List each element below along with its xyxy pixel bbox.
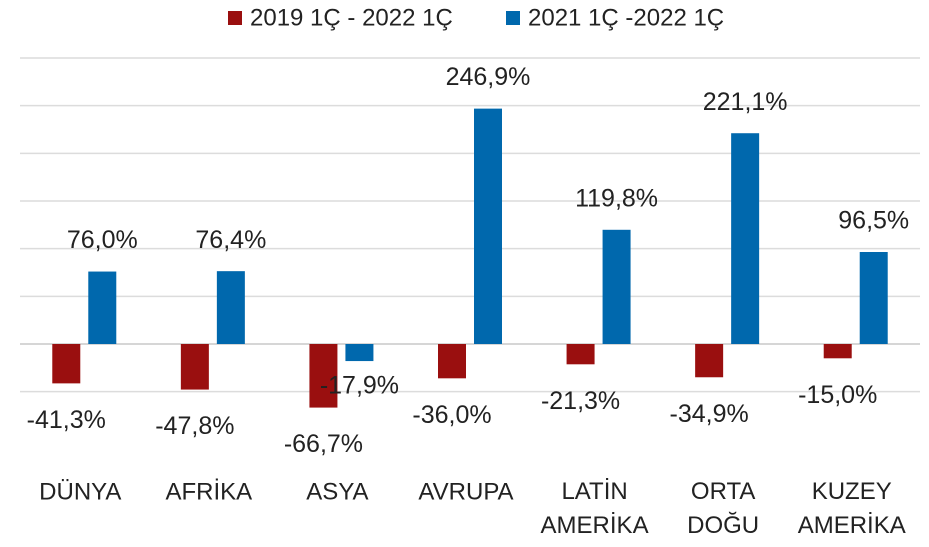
bar (309, 344, 338, 408)
bar (859, 252, 888, 344)
bar (52, 344, 81, 384)
legend-swatch (506, 11, 520, 25)
x-tick-label: LATİN AMERİKA (541, 478, 649, 539)
value-label: -15,0% (798, 381, 877, 409)
bar (438, 344, 466, 379)
bar (602, 229, 631, 344)
value-label: -34,9% (670, 400, 749, 428)
legend-label: 2019 1Ç - 2022 1Ç (250, 4, 453, 31)
legend-label: 2021 1Ç -2022 1Ç (528, 4, 724, 31)
bar (566, 344, 595, 365)
bar (88, 271, 117, 344)
x-tick-label: KUZEY AMERİKA (798, 478, 906, 539)
value-label: 221,1% (703, 88, 788, 116)
x-tick-label: AFRİKA (166, 478, 253, 505)
x-tick-label: ORTA DOĞU (687, 478, 759, 539)
legend-swatch (228, 11, 242, 25)
value-label: -21,3% (541, 387, 620, 415)
value-label: 119,8% (575, 184, 658, 212)
bar (345, 344, 374, 362)
bar (695, 344, 724, 378)
value-label: 96,5% (838, 207, 909, 235)
bar (180, 344, 209, 390)
value-label: -47,8% (155, 412, 234, 440)
value-label: 76,4% (195, 226, 266, 254)
x-tick-label: DÜNYA (39, 478, 121, 505)
bar (731, 133, 760, 344)
bar (474, 108, 502, 344)
value-label: 246,9% (446, 63, 531, 91)
value-label: 76,0% (67, 226, 138, 254)
x-tick-label: AVRUPA (418, 478, 513, 505)
value-label: -66,7% (284, 430, 363, 458)
x-tick-label: ASYA (306, 478, 368, 505)
bar (216, 271, 245, 344)
value-label: -17,9% (320, 372, 399, 400)
value-label: -36,0% (412, 401, 491, 429)
bar (823, 344, 852, 359)
value-label: -41,3% (27, 406, 106, 434)
